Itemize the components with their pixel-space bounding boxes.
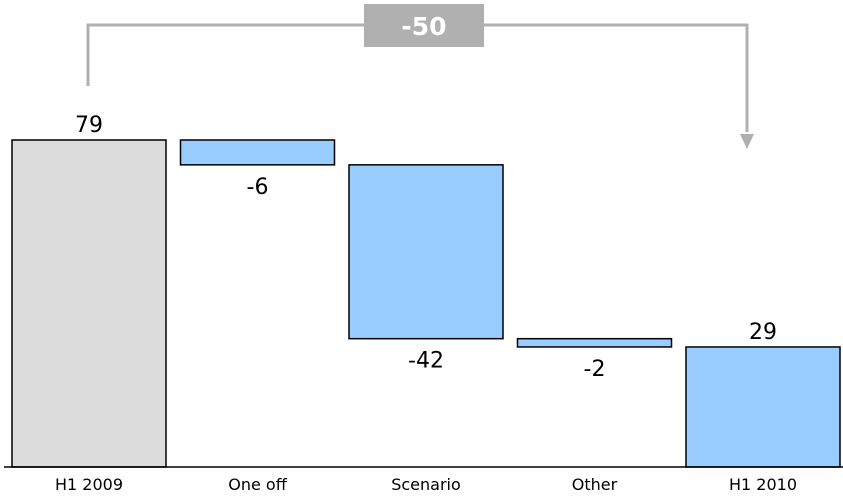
category-label: H1 2010 (729, 475, 797, 494)
bar-other (516, 337, 673, 348)
bar-h1-2009 (11, 139, 167, 468)
category-label: One off (228, 475, 287, 494)
category-label: Other (572, 475, 618, 494)
category-label: Scenario (391, 475, 461, 494)
total-change-arrowhead (740, 134, 754, 149)
data-label: 29 (749, 320, 777, 345)
data-label: -2 (584, 357, 606, 382)
category-label: H1 2009 (55, 475, 123, 494)
bar-scenario (348, 164, 504, 340)
total-change-badge (364, 4, 484, 47)
data-label: -6 (247, 175, 269, 200)
data-label: -42 (408, 349, 444, 374)
total-change-annotation: -50 (86, 4, 754, 149)
bar-h1-2010 (685, 346, 841, 468)
labels-group: 79 H1 2009 -6 One off -42 Scenario -2 Other 29 H1… (55, 113, 797, 494)
data-label: 79 (75, 113, 103, 138)
total-change-label: -50 (401, 12, 446, 41)
bars-group (11, 139, 841, 468)
bar-one-off (179, 139, 336, 166)
